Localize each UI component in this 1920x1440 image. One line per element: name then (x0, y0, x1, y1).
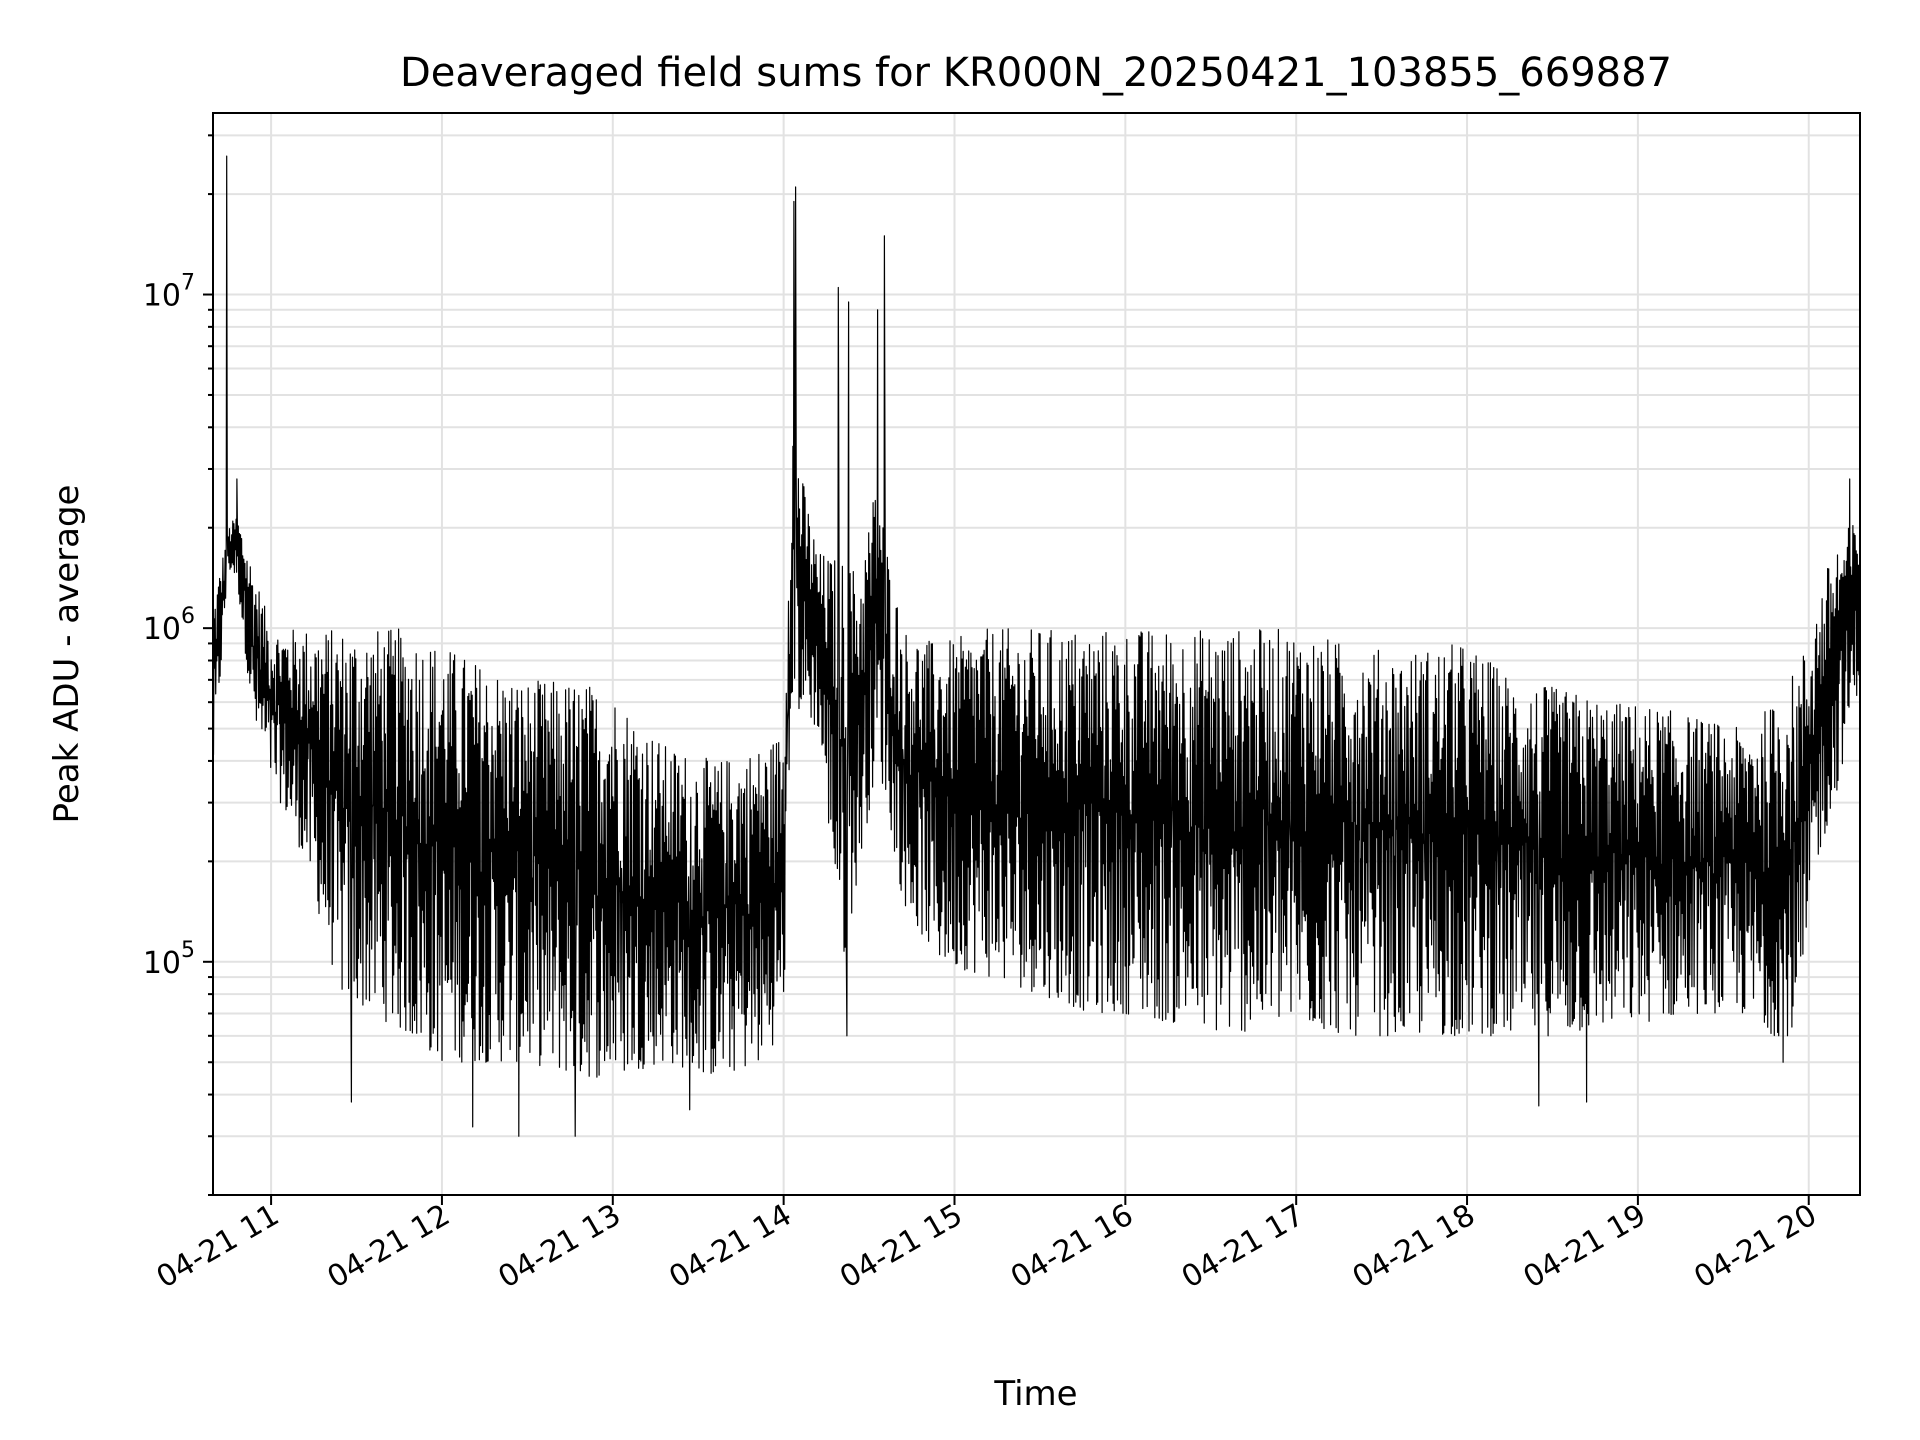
plot-frame (212, 112, 1861, 1196)
x-axis-label: Time (993, 1374, 1077, 1414)
chart-title: Deaveraged field sums for KR000N_2025042… (400, 50, 1672, 96)
y-tick-label: 106 (143, 604, 195, 647)
plot-area (212, 155, 1861, 1137)
y-tick-label: 107 (143, 271, 195, 314)
y-tick-label: 105 (143, 938, 195, 981)
y-axis-label: Peak ADU - average (47, 485, 87, 824)
series-line (212, 155, 1861, 1137)
